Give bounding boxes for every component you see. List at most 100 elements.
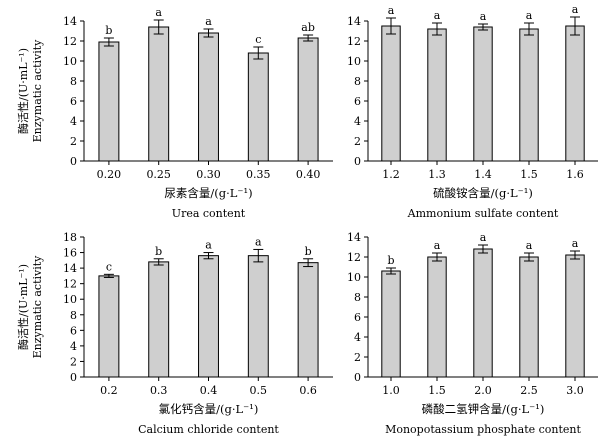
significance-letter: a [155,6,162,19]
x-tick-label: 0.3 [150,384,168,397]
bar [473,248,493,378]
x-tick-label: 0.5 [250,384,268,397]
y-tick-label: 8 [70,309,77,322]
y-tick-label: 8 [354,291,361,304]
y-axis-title-en: Enzymatic activity [31,39,44,143]
y-axis-title-cn: 酶活性/(U·mL⁻¹) [16,48,30,134]
y-tick-label: 18 [63,231,77,244]
y-tick-label: 0 [70,155,77,168]
x-tick-label: 0.25 [146,168,171,181]
significance-letter: a [255,235,262,248]
y-tick-label: 0 [70,371,77,384]
x-tick-label: 0.2 [100,384,118,397]
y-tick-label: 16 [63,247,77,260]
x-tick-label: 0.40 [296,168,321,181]
y-tick-label: 6 [354,95,361,108]
y-tick-label: 12 [347,251,361,264]
bar [198,255,219,378]
x-tick-label: 2.5 [520,384,538,397]
bar [427,28,447,162]
bar [381,25,401,162]
x-axis-title-en: Monopotassium phosphate content [385,423,581,436]
significance-letter: a [388,4,395,17]
bar [98,275,120,378]
chart-panel-bottom-left: 0 2 4 6 8 10 12 14 16 18 c 0.2 b 0.3 a 0.4 a 0.5 b 0.6 氯化钙含量… [16,231,333,436]
bar [297,37,319,162]
x-tick-label: 1.5 [520,168,538,181]
y-tick-label: 10 [347,271,361,284]
y-tick-label: 8 [354,75,361,88]
x-tick-label: 1.6 [566,168,584,181]
y-tick-label: 12 [63,35,77,48]
x-tick-label: 0.20 [97,168,122,181]
x-axis-title-cn: 硫酸铵含量/(g·L⁻¹) [433,186,533,200]
significance-letter: a [572,3,579,16]
x-tick-label: 2.0 [474,384,492,397]
bar [519,256,539,378]
x-tick-label: 0.6 [299,384,317,397]
x-axis-title-en: Calcium chloride content [138,423,279,436]
x-tick-label: 0.35 [246,168,271,181]
bar [198,32,219,162]
significance-letter: a [434,9,441,22]
y-tick-label: 10 [63,293,77,306]
significance-letter: a [480,231,487,244]
y-tick-label: 12 [63,278,77,291]
significance-letter: a [572,237,579,250]
significance-letter: b [105,24,112,37]
bar [381,270,401,378]
significance-letter: b [387,254,394,267]
significance-letter: a [434,239,441,252]
bar [427,256,447,378]
x-tick-label: 1.3 [428,168,446,181]
y-tick-label: 14 [63,15,77,28]
bar [473,26,493,162]
y-tick-label: 2 [70,135,77,148]
chart-panel-top-right: 0 2 4 6 8 10 12 14 a 1.2 a 1.3 a 1.4 a 1.5 a 1.6 硫酸铵含量/(g·… [347,3,598,220]
x-tick-label: 1.2 [382,168,400,181]
bar [247,255,269,378]
y-tick-label: 14 [347,15,361,28]
bar [297,262,319,378]
y-axis-title-cn: 酶活性/(U·mL⁻¹) [16,264,30,350]
x-tick-label: 0.30 [196,168,221,181]
significance-letter: a [205,15,212,28]
y-tick-label: 0 [354,155,361,168]
significance-letter: ab [301,21,315,34]
y-tick-label: 4 [70,115,77,128]
y-tick-label: 0 [354,371,361,384]
x-tick-label: 1.0 [382,384,400,397]
y-tick-label: 2 [354,135,361,148]
x-axis-title-en: Urea content [172,207,246,220]
significance-letter: c [106,260,112,273]
significance-letter: a [526,9,533,22]
y-tick-label: 2 [354,351,361,364]
significance-letter: a [526,239,533,252]
chart-panel-top-left: 0 2 4 6 8 10 12 14 b 0.20 a 0.25 a 0.30 c 0.35 ab 0.40 尿素含… [16,6,333,220]
y-tick-label: 6 [354,311,361,324]
bar [148,26,170,162]
significance-letter: a [480,10,487,23]
x-tick-label: 1.4 [474,168,492,181]
x-axis-title-cn: 氯化钙含量/(g·L⁻¹) [159,402,259,416]
y-tick-label: 12 [347,35,361,48]
significance-letter: b [155,245,162,258]
chart-panel-bottom-right: 0 2 4 6 8 10 12 14 b 1.0 a 1.5 a 2.0 a 2.5 a 3.0 磷酸二氢钾含量/(… [347,231,598,436]
significance-letter: b [305,245,312,258]
bar [565,254,585,378]
y-axis-title-en: Enzymatic activity [31,255,44,359]
y-tick-label: 4 [354,331,361,344]
bar [148,261,170,378]
x-tick-label: 0.4 [200,384,218,397]
y-tick-label: 6 [70,95,77,108]
x-axis-title-cn: 磷酸二氢钾含量/(g·L⁻¹) [422,402,545,416]
bar [98,41,120,162]
bar [519,28,539,162]
y-tick-label: 4 [70,340,77,353]
x-tick-label: 1.5 [428,384,446,397]
significance-letter: a [205,239,212,252]
x-axis-title-en: Ammonium sulfate content [407,207,559,220]
y-tick-label: 4 [354,115,361,128]
x-axis-title-cn: 尿素含量/(g·L⁻¹) [164,186,252,200]
y-tick-label: 6 [70,324,77,337]
